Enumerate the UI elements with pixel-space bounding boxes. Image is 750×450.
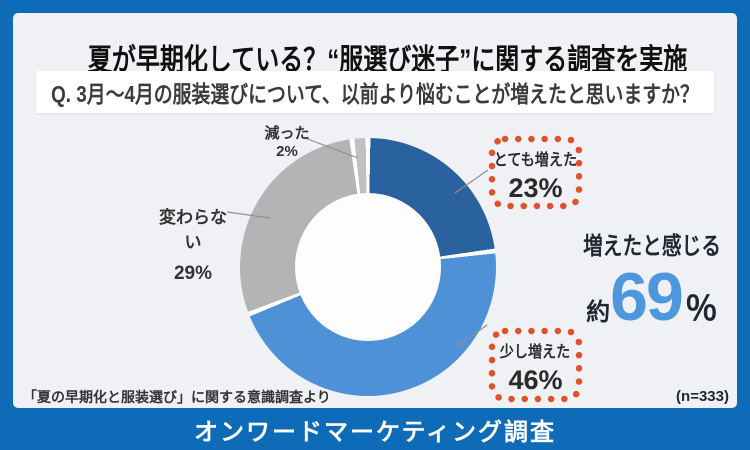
summary-value: 69 xyxy=(610,259,684,335)
summary-caption: 増えたと感じる xyxy=(583,233,721,260)
label-decreased-value: 2% xyxy=(276,143,298,160)
callout-slightly-increased-value: 46% xyxy=(508,365,563,395)
question-text: Q. 3月〜4月の服装選びについて、以前より悩むことが増えたと思いますか？ xyxy=(51,81,699,107)
dotted-border xyxy=(488,135,583,210)
callout-slightly-increased-label: 少し増えた xyxy=(500,344,571,361)
footer-brand-text: オンワードマーケティング調査 xyxy=(193,419,557,446)
label-decreased: 減った 2% xyxy=(259,125,315,161)
infographic-card: 夏が早期化している？“服選び迷子”に関する調査を実施 Q. 3月〜4月の服装選び… xyxy=(13,13,737,408)
label-unchanged: 変わらない 29% xyxy=(151,203,235,285)
summary-suffix: ％ xyxy=(684,290,718,327)
question-box: Q. 3月〜4月の服装選びについて、以前より悩むことが増えたと思いますか？ xyxy=(36,71,714,113)
label-unchanged-value: 29% xyxy=(173,263,213,284)
summary-prefix: 約 xyxy=(586,299,611,326)
dotted-border xyxy=(488,327,583,403)
donut-hole xyxy=(295,193,441,341)
callout-slightly-increased: 少し増えた 46% xyxy=(488,327,583,403)
callout-very-increased: とても増えた 23% xyxy=(488,135,583,210)
label-unchanged-text: 変わらない xyxy=(159,208,227,252)
callout-very-increased-label: とても増えた xyxy=(493,152,578,169)
summary-block: 増えたと感じる 約 69 ％ xyxy=(566,226,737,331)
sample-size: (n=333) xyxy=(676,388,729,405)
callout-very-increased-value: 23% xyxy=(508,173,563,203)
summary-number: 約 69 ％ xyxy=(566,263,737,331)
label-decreased-text: 減った xyxy=(264,125,310,142)
donut-chart xyxy=(240,138,496,396)
source-note: 「夏の早期化と服装選び」に関する意識調査より xyxy=(23,389,331,405)
